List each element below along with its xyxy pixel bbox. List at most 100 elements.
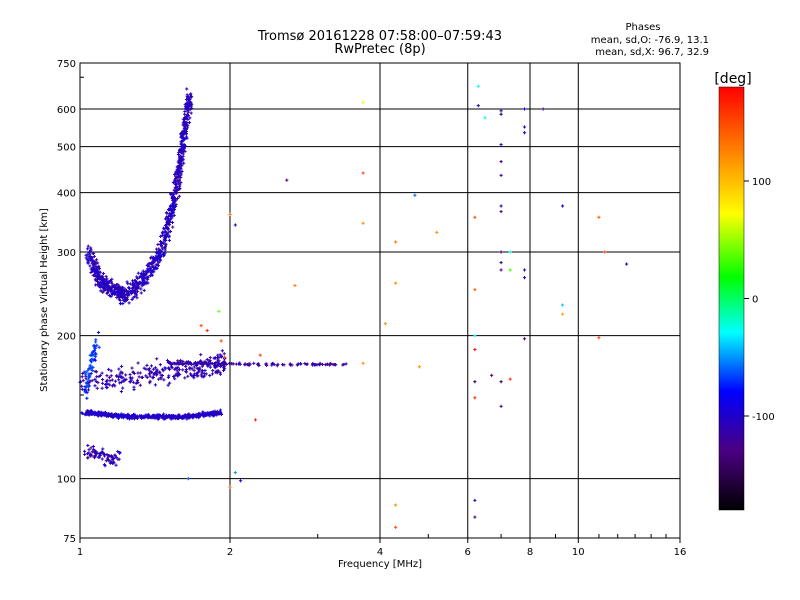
data-point	[87, 451, 91, 455]
data-point	[101, 450, 105, 455]
data-point	[140, 284, 144, 288]
data-point	[178, 132, 183, 136]
data-point	[435, 230, 439, 234]
points-layer	[78, 84, 629, 529]
data-point	[136, 283, 140, 287]
data-point	[247, 363, 251, 368]
data-point	[86, 456, 90, 460]
data-point	[176, 359, 180, 363]
data-point	[173, 377, 177, 381]
data-point	[93, 384, 97, 388]
data-point	[158, 363, 162, 367]
data-point	[202, 371, 206, 376]
data-point	[105, 374, 109, 378]
data-point	[136, 276, 140, 281]
data-point	[560, 312, 565, 316]
data-point	[174, 190, 178, 194]
data-point	[181, 359, 185, 364]
data-point	[89, 367, 93, 371]
data-point	[156, 255, 160, 259]
data-point	[186, 414, 190, 418]
phase-stats-x: mean, sd,X: 96.7, 32.9	[595, 47, 709, 58]
data-point	[137, 286, 141, 290]
data-point	[91, 410, 95, 414]
data-point	[218, 353, 222, 357]
data-point	[174, 198, 178, 202]
data-point	[87, 375, 91, 379]
data-point	[117, 284, 121, 288]
data-point	[115, 374, 119, 378]
data-point	[178, 163, 182, 167]
data-point	[184, 364, 188, 369]
y-tick-label: 750	[57, 59, 76, 70]
data-point	[186, 100, 190, 104]
data-point	[175, 373, 180, 377]
data-point	[245, 362, 249, 367]
data-point	[151, 375, 155, 380]
data-point	[120, 415, 124, 419]
data-point	[473, 396, 477, 400]
data-point	[473, 515, 477, 519]
data-point	[178, 159, 182, 164]
data-point	[81, 379, 85, 383]
data-point	[217, 309, 221, 313]
data-point	[189, 106, 194, 110]
data-point	[176, 371, 181, 375]
data-point	[183, 376, 187, 380]
data-point	[113, 453, 117, 457]
data-point	[541, 107, 545, 111]
data-point	[311, 361, 315, 366]
data-point	[178, 165, 182, 169]
data-point	[154, 263, 158, 267]
data-point	[123, 297, 127, 302]
data-point	[147, 262, 151, 266]
data-point	[147, 413, 151, 418]
data-point	[177, 368, 182, 372]
data-point	[88, 264, 92, 268]
data-point	[85, 391, 89, 395]
data-point	[290, 363, 294, 367]
data-point	[86, 369, 90, 373]
data-point	[102, 412, 106, 416]
data-point	[213, 356, 218, 360]
data-point	[227, 361, 231, 366]
data-point	[119, 380, 124, 384]
data-point	[159, 377, 163, 381]
data-point	[182, 122, 186, 126]
data-point	[181, 362, 185, 366]
data-point	[86, 388, 91, 392]
data-point	[126, 413, 130, 417]
data-point	[175, 184, 179, 189]
data-point	[130, 297, 134, 302]
data-point	[195, 366, 199, 370]
data-point	[326, 362, 330, 366]
data-point	[184, 367, 189, 372]
data-point	[157, 257, 161, 261]
data-point	[107, 367, 111, 372]
data-point	[131, 290, 135, 294]
data-point	[188, 416, 192, 420]
data-point	[109, 369, 113, 373]
data-point	[221, 366, 226, 370]
data-point	[110, 285, 115, 289]
data-point	[166, 366, 170, 370]
data-point	[183, 361, 187, 366]
data-point	[304, 362, 308, 366]
data-point	[109, 287, 113, 292]
data-point	[188, 93, 192, 97]
data-point	[560, 303, 565, 307]
data-point	[87, 250, 92, 254]
data-point	[80, 411, 84, 415]
data-point	[83, 385, 87, 389]
data-point	[142, 277, 146, 281]
data-point	[189, 111, 193, 115]
data-point	[88, 454, 92, 458]
data-point	[141, 269, 145, 273]
data-point	[107, 412, 111, 416]
data-point	[383, 322, 387, 326]
data-point	[275, 364, 279, 368]
data-point	[172, 213, 176, 218]
data-point	[86, 385, 90, 389]
data-point	[100, 282, 104, 286]
data-point	[108, 280, 112, 284]
